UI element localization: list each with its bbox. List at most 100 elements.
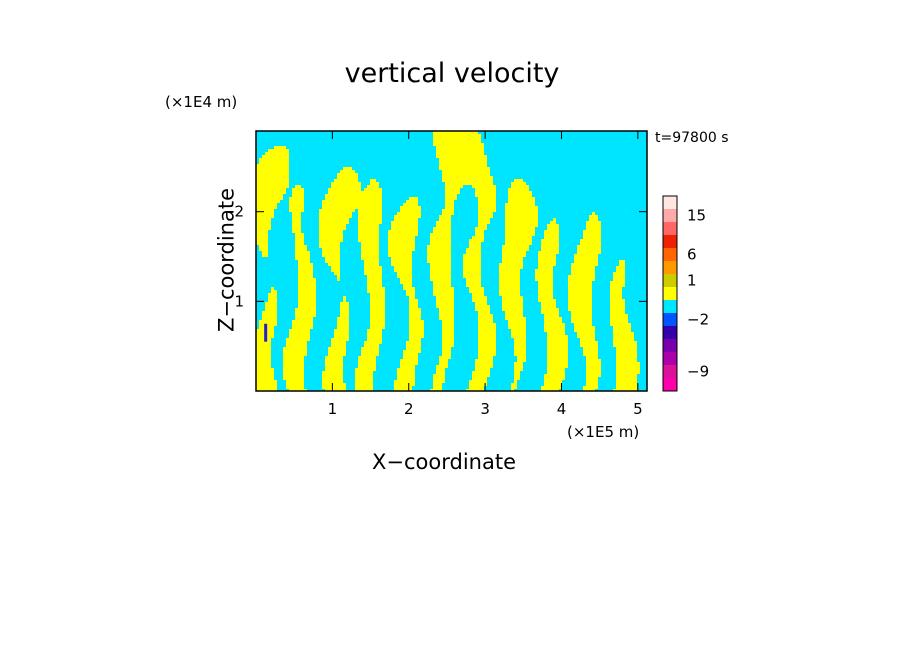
colorbar-segment — [663, 365, 677, 378]
positive-velocity-cell — [541, 305, 556, 308]
positive-velocity-cell — [430, 266, 451, 269]
positive-velocity-cell — [298, 278, 316, 281]
positive-velocity-cell — [325, 365, 343, 368]
positive-velocity-cell — [292, 323, 313, 326]
positive-velocity-cell — [547, 227, 559, 230]
positive-velocity-cell — [406, 290, 415, 293]
positive-velocity-cell — [364, 260, 379, 263]
positive-velocity-cell — [370, 311, 385, 314]
positive-velocity-cell — [619, 263, 625, 266]
positive-velocity-cell — [547, 353, 568, 356]
positive-velocity-cell — [442, 350, 451, 353]
positive-velocity-cell — [547, 362, 568, 365]
positive-velocity-cell — [544, 323, 565, 326]
positive-velocity-cell — [391, 224, 418, 227]
positive-velocity-cell — [538, 284, 553, 287]
plot-frame — [255, 130, 648, 392]
positive-velocity-cell — [268, 296, 277, 299]
positive-velocity-cell — [478, 347, 496, 350]
positive-velocity-cell — [469, 383, 487, 386]
positive-velocity-cell — [544, 320, 562, 323]
positive-velocity-cell — [319, 230, 343, 233]
positive-velocity-cell — [616, 377, 637, 380]
positive-velocity-cell — [505, 239, 532, 242]
positive-velocity-cell — [256, 236, 268, 239]
positive-velocity-cell — [325, 368, 343, 371]
positive-velocity-cell — [433, 140, 481, 143]
positive-velocity-cell — [367, 338, 382, 341]
positive-velocity-cell — [433, 380, 445, 383]
positive-velocity-cell — [610, 293, 622, 296]
positive-velocity-cell — [442, 326, 454, 329]
positive-velocity-cell — [319, 236, 343, 239]
positive-velocity-cell — [586, 224, 601, 227]
positive-velocity-cell — [568, 308, 592, 311]
positive-velocity-cell — [469, 380, 487, 383]
positive-velocity-cell — [463, 266, 481, 269]
positive-velocity-cell — [583, 386, 598, 389]
positive-velocity-cell — [391, 257, 412, 260]
colorbar-segment — [663, 339, 677, 352]
positive-velocity-cell — [439, 215, 451, 218]
positive-velocity-cell — [568, 290, 592, 293]
positive-velocity-cell — [391, 227, 418, 230]
positive-velocity-cell — [505, 317, 526, 320]
positive-velocity-cell — [403, 353, 418, 356]
positive-velocity-cell — [256, 203, 277, 206]
positive-velocity-cell — [430, 269, 451, 272]
positive-velocity-cell — [409, 308, 421, 311]
positive-velocity-cell — [289, 200, 304, 203]
positive-velocity-cell — [256, 239, 268, 242]
positive-velocity-cell — [256, 218, 271, 221]
positive-velocity-cell — [322, 386, 346, 389]
positive-velocity-cell — [505, 206, 538, 209]
positive-velocity-cell — [409, 317, 421, 320]
positive-velocity-cell — [343, 296, 346, 299]
positive-velocity-cell — [406, 341, 421, 344]
positive-velocity-cell — [358, 233, 379, 236]
positive-velocity-cell — [397, 377, 415, 380]
positive-velocity-cell — [505, 236, 532, 239]
positive-velocity-cell — [610, 290, 622, 293]
positive-velocity-cell — [433, 290, 454, 293]
positive-velocity-cell — [256, 380, 277, 383]
positive-velocity-cell — [427, 245, 451, 248]
positive-velocity-cell — [295, 245, 307, 248]
positive-velocity-cell — [589, 218, 598, 221]
positive-velocity-cell — [409, 335, 424, 338]
positive-velocity-cell — [256, 167, 289, 170]
positive-velocity-cell — [295, 314, 316, 317]
y-tick-label: 1 — [234, 292, 244, 310]
positive-velocity-cell — [475, 302, 487, 305]
positive-velocity-cell — [388, 239, 415, 242]
positive-velocity-cell — [406, 200, 418, 203]
positive-velocity-cell — [259, 158, 289, 161]
positive-velocity-cell — [505, 230, 535, 233]
positive-velocity-cell — [343, 299, 346, 302]
positive-velocity-cell — [283, 359, 304, 362]
positive-velocity-cell — [478, 314, 493, 317]
colorbar-segment — [663, 313, 677, 326]
positive-velocity-cell — [544, 383, 562, 386]
positive-velocity-cell — [433, 374, 445, 377]
positive-velocity-cell — [568, 281, 592, 284]
positive-velocity-cell — [409, 314, 421, 317]
positive-velocity-cell — [472, 236, 484, 239]
positive-velocity-cell — [514, 368, 523, 371]
positive-velocity-cell — [436, 149, 484, 152]
positive-velocity-cell — [286, 386, 304, 389]
positive-velocity-cell — [568, 293, 592, 296]
positive-velocity-cell — [325, 362, 343, 365]
positive-velocity-cell — [427, 254, 451, 257]
positive-velocity-cell — [616, 266, 625, 269]
positive-velocity-cell — [511, 383, 517, 386]
positive-velocity-cell — [535, 269, 553, 272]
positive-velocity-cell — [442, 323, 454, 326]
positive-velocity-cell — [541, 386, 562, 389]
positive-velocity-cell — [361, 248, 379, 251]
positive-velocity-cell — [544, 374, 565, 377]
positive-velocity-cell — [340, 302, 349, 305]
positive-velocity-cell — [295, 242, 304, 245]
positive-velocity-cell — [478, 206, 496, 209]
positive-velocity-cell — [256, 356, 271, 359]
